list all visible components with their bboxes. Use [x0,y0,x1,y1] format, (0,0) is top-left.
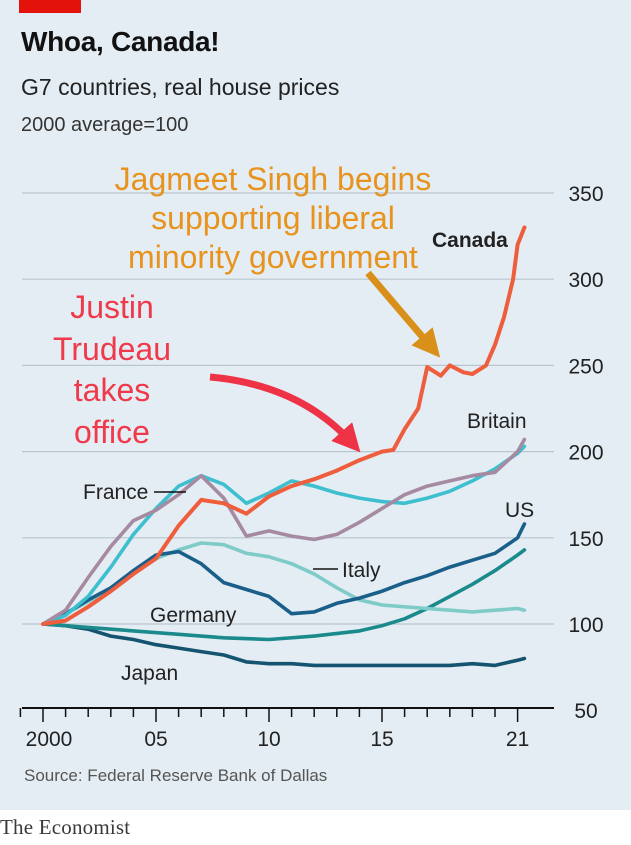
series-label-italy: Italy [342,559,381,582]
trudeau-annotation-line-2: Trudeau [53,331,171,367]
series-label-france: France [83,481,148,504]
singh-arrow [365,270,441,358]
trudeau-annotation-line-3: takes [74,372,150,408]
series-label-us: US [505,499,534,522]
y-tick-50: 50 [574,700,597,723]
trudeau-arrow [209,373,361,453]
gridlines [22,192,554,625]
y-tick-300: 300 [568,269,603,292]
series-label-canada: Canada [432,229,508,252]
trudeau-annotation-line-1: Justin [70,289,154,325]
y-tick-150: 150 [568,528,603,551]
chart-card: Whoa, Canada! G7 countries, real house p… [0,0,631,810]
series-line-canada [41,225,527,626]
economist-red-tag [19,0,81,13]
chart-subtitle: G7 countries, real house prices [21,74,340,100]
x-tick-2000: 2000 [26,728,73,751]
x-tick-21: 21 [506,728,529,751]
line-chart: 50 100 150 200 250 300 350 2000 05 10 15 21 Japan Ger… [19,161,604,751]
trudeau-annotation-line-4: office [74,414,150,450]
x-tick-10: 10 [257,728,280,751]
y-tick-labels: 50 100 150 200 250 300 350 [568,183,603,723]
x-tick-05: 05 [144,728,167,751]
publisher-brand: The Economist [0,815,131,839]
index-note: 2000 average=100 [21,114,189,136]
singh-annotation-line-1: Jagmeet Singh begins [115,161,432,197]
series-labels: Japan Germany Italy US France Britain Canada [83,229,534,685]
y-tick-250: 250 [568,355,603,378]
series-line-france [41,444,527,626]
source-note: Source: Federal Reserve Bank of Dallas [24,766,328,785]
chart-title: Whoa, Canada! [21,26,220,57]
y-tick-350: 350 [568,183,603,206]
series-line-us [41,522,527,626]
series-label-japan: Japan [121,662,178,685]
singh-annotation-line-3: minority government [128,239,418,275]
series-line-britain [41,437,527,626]
series-label-germany: Germany [150,604,237,627]
y-tick-100: 100 [568,614,603,637]
y-tick-200: 200 [568,442,603,465]
series-lines [41,225,527,668]
series-label-britain: Britain [467,410,527,433]
x-tick-15: 15 [370,728,393,751]
x-axis-ticks [19,708,519,722]
series-line-germany [41,548,527,642]
series-line-japan [41,622,527,668]
x-tick-labels: 2000 05 10 15 21 [26,728,530,751]
singh-annotation-line-2: supporting liberal [151,200,395,236]
